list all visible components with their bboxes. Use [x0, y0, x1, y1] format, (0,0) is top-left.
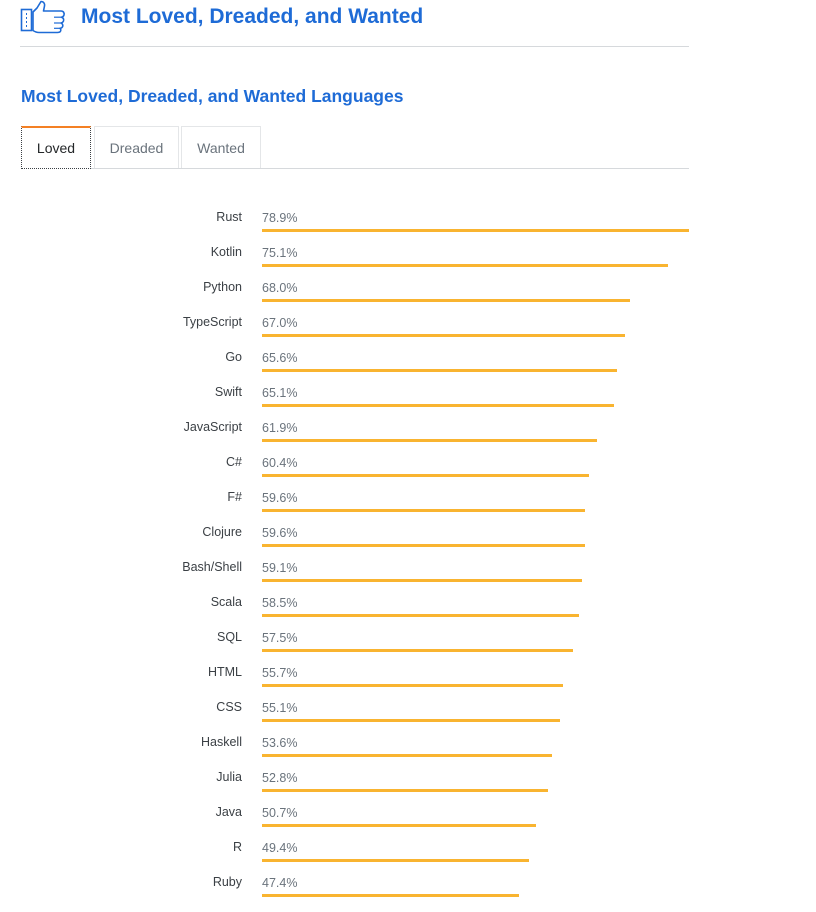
value-label: 61.9%: [262, 421, 298, 435]
category-label: Ruby: [212, 875, 242, 889]
category-label: JavaScript: [183, 420, 242, 434]
bar-row: Python 68.0%: [0, 266, 816, 302]
bar: [262, 789, 548, 792]
page-header: Most Loved, Dreaded, and Wanted: [20, 0, 689, 47]
bar: [262, 334, 625, 337]
bar-row: Clojure 59.6%: [0, 511, 816, 547]
category-label: Clojure: [202, 525, 242, 539]
value-label: 59.1%: [262, 561, 298, 575]
value-label: 55.7%: [262, 666, 298, 680]
tab-dreaded[interactable]: Dreaded: [94, 126, 179, 168]
bar: [262, 509, 585, 512]
bar-row: Ruby 47.4%: [0, 861, 816, 897]
bar-chart: Rust 78.9% Kotlin 75.1% Python 68.0% TypeScrip…: [0, 196, 816, 912]
category-label: F#: [227, 490, 242, 504]
value-label: 59.6%: [262, 526, 298, 540]
value-label: 65.1%: [262, 386, 298, 400]
value-label: 67.0%: [262, 316, 298, 330]
bar: [262, 369, 617, 372]
category-label: HTML: [207, 665, 242, 679]
bar-row: Swift 65.1%: [0, 371, 816, 407]
category-label: Swift: [214, 385, 242, 399]
bar: [262, 684, 563, 687]
bar-row: Java 50.7%: [0, 791, 816, 827]
bar-row: SQL 57.5%: [0, 616, 816, 652]
bar: [262, 229, 689, 232]
thumbs-up-icon: [20, 0, 66, 34]
category-label: Rust: [216, 210, 242, 224]
bar: [262, 474, 589, 477]
category-label: Kotlin: [210, 245, 242, 259]
category-label: Julia: [216, 770, 242, 784]
value-label: 60.4%: [262, 456, 298, 470]
category-label: TypeScript: [182, 315, 242, 329]
bar-row: Go 65.6%: [0, 336, 816, 372]
bar: [262, 859, 529, 862]
bar: [262, 299, 630, 302]
category-label: R: [232, 840, 242, 854]
value-label: 78.9%: [262, 211, 298, 225]
category-label: Java: [215, 805, 242, 819]
value-label: 58.5%: [262, 596, 298, 610]
bar-row: Rust 78.9%: [0, 196, 816, 232]
tab-loved[interactable]: Loved: [21, 126, 91, 169]
bar-row: Haskell 53.6%: [0, 721, 816, 757]
bar: [262, 614, 579, 617]
category-label: SQL: [216, 630, 242, 644]
value-label: 59.6%: [262, 491, 298, 505]
category-label: Bash/Shell: [182, 560, 242, 574]
value-label: 52.8%: [262, 771, 298, 785]
bar-row: Scala 58.5%: [0, 581, 816, 617]
bar-row: F# 59.6%: [0, 476, 816, 512]
bar-row: Kotlin 75.1%: [0, 231, 816, 267]
value-label: 65.6%: [262, 351, 298, 365]
bar-row: R 49.4%: [0, 826, 816, 862]
value-label: 50.7%: [262, 806, 298, 820]
value-label: 53.6%: [262, 736, 298, 750]
value-label: 49.4%: [262, 841, 298, 855]
category-label: Scala: [210, 595, 242, 609]
tab-bar: Loved Dreaded Wanted: [21, 126, 689, 169]
bar-row: HTML 55.7%: [0, 651, 816, 687]
bar-row: TypeScript 67.0%: [0, 301, 816, 337]
category-label: Python: [203, 280, 242, 294]
value-label: 68.0%: [262, 281, 298, 295]
category-label: C#: [226, 455, 242, 469]
tab-wanted[interactable]: Wanted: [181, 126, 261, 168]
bar: [262, 719, 560, 722]
bar-row: Bash/Shell 59.1%: [0, 546, 816, 582]
bar: [262, 824, 536, 827]
category-label: Go: [225, 350, 242, 364]
value-label: 75.1%: [262, 246, 298, 260]
bar-row: CSS 55.1%: [0, 686, 816, 722]
value-label: 55.1%: [262, 701, 298, 715]
bar: [262, 754, 552, 757]
page-title: Most Loved, Dreaded, and Wanted: [81, 5, 424, 28]
category-label: Haskell: [201, 735, 242, 749]
value-label: 47.4%: [262, 876, 298, 890]
bar: [262, 894, 519, 897]
bar-row: JavaScript 61.9%: [0, 406, 816, 442]
section-title: Most Loved, Dreaded, and Wanted Language…: [21, 86, 404, 106]
bar-row: Julia 52.8%: [0, 756, 816, 792]
value-label: 57.5%: [262, 631, 298, 645]
bar-row: C# 60.4%: [0, 441, 816, 477]
bar: [262, 579, 582, 582]
bar: [262, 649, 573, 652]
bar: [262, 404, 614, 407]
category-label: CSS: [216, 700, 242, 714]
bar: [262, 264, 668, 267]
bar: [262, 544, 585, 547]
bar: [262, 439, 597, 442]
